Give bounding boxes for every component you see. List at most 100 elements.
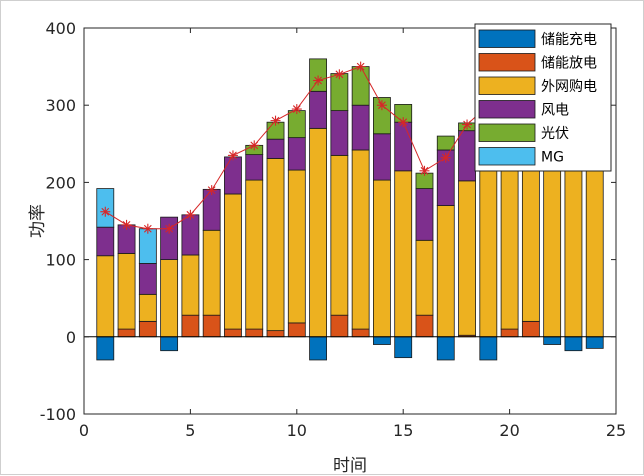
legend-swatch (478, 76, 536, 95)
bar-segment (373, 133, 391, 181)
bar-segment (117, 253, 136, 330)
bar-segment (330, 154, 349, 316)
bar-segment (415, 188, 434, 241)
bar-segment (245, 328, 264, 338)
load-point-marker (313, 75, 324, 86)
bar-segment (160, 336, 179, 352)
bar-segment (351, 328, 370, 338)
bar-segment (202, 188, 221, 231)
y-tick-label: 200 (45, 173, 76, 192)
bar-segment (564, 336, 583, 352)
load-point-marker (142, 223, 153, 234)
bar-segment (394, 170, 413, 338)
bar-segment (202, 314, 221, 338)
load-point-marker (376, 100, 387, 111)
load-point-marker (249, 140, 260, 151)
load-point-marker (270, 115, 281, 126)
legend-box (474, 23, 612, 172)
load-point-marker (440, 152, 451, 163)
load-point-marker (100, 206, 111, 217)
bar-segment (415, 314, 434, 338)
bar-segment (564, 143, 583, 338)
bar-segment (585, 147, 604, 338)
bar-segment (394, 121, 413, 172)
bar-segment (330, 110, 349, 156)
bar-segment (479, 336, 498, 361)
y-tick-label: 400 (45, 19, 76, 38)
bar-segment (181, 214, 200, 256)
load-point-marker (164, 223, 175, 234)
bar-segment (138, 228, 157, 264)
y-axis-label: 功率 (28, 204, 48, 238)
bar-segment (96, 255, 115, 338)
bar-segment (117, 328, 136, 338)
bar-segment (436, 336, 455, 361)
legend-entry-label: 风电 (541, 103, 569, 119)
bar-segment (309, 58, 327, 92)
legend-swatch (478, 29, 536, 48)
bar-segment (181, 254, 200, 316)
bar-segment (245, 154, 264, 181)
bar-segment (138, 320, 157, 338)
bar-segment (585, 336, 604, 349)
bar-segment (138, 263, 157, 295)
bar-segment (245, 179, 264, 330)
bar-segment (202, 229, 221, 316)
bar-segment (351, 104, 370, 151)
bar-segment (96, 336, 115, 361)
load-point-marker (462, 119, 473, 130)
x-tick-label: 20 (499, 421, 519, 440)
legend-swatch (478, 100, 536, 119)
bar-segment (266, 330, 285, 338)
bar-segment (224, 156, 242, 195)
bar-segment (309, 90, 327, 129)
y-tick-label: 100 (45, 251, 76, 270)
legend-swatch (478, 147, 536, 166)
x-tick-label: 5 (185, 421, 195, 440)
bar-segment (458, 180, 476, 336)
load-point-marker (121, 219, 132, 230)
bar-segment (96, 226, 115, 257)
bar-segment (309, 336, 327, 361)
bar-segment (436, 205, 455, 338)
bar-segment (521, 320, 540, 338)
bar-segment (458, 130, 476, 182)
bar-segment (138, 293, 157, 322)
bar-segment (309, 127, 327, 338)
bar-segment (266, 138, 285, 159)
bar-segment (287, 322, 306, 338)
bar-segment (351, 66, 370, 106)
bar-segment (330, 314, 349, 338)
x-tick-label: 15 (393, 421, 413, 440)
legend-entry-label: 外网购电 (541, 79, 597, 95)
y-tick-label: 0 (66, 328, 76, 347)
load-point-marker (206, 185, 217, 196)
load-point-marker (185, 209, 196, 220)
legend-entry-label: 储能充电 (541, 32, 597, 48)
y-tick-label: 300 (45, 96, 76, 115)
legend-swatch (478, 123, 536, 142)
legend-entry-label: 光伏 (541, 126, 569, 142)
axes-box (83, 27, 617, 415)
bar-segment (500, 328, 519, 338)
load-point-marker (419, 165, 430, 176)
bar-segment (394, 336, 413, 359)
bar-segment (160, 216, 179, 260)
bar-segment (351, 149, 370, 330)
bar-segment (287, 169, 306, 324)
bar-segment (373, 179, 391, 338)
legend-swatch (478, 53, 536, 72)
bar-segment (287, 137, 306, 171)
bar-segment (415, 239, 434, 316)
bar-segment (181, 314, 200, 338)
bar-segment (266, 158, 285, 332)
y-tick-label: -100 (40, 405, 76, 424)
load-point-marker (291, 104, 302, 115)
load-point-marker (334, 69, 345, 80)
bar-segment (543, 336, 562, 345)
load-point-marker (398, 117, 409, 128)
bar-segment (436, 135, 455, 151)
